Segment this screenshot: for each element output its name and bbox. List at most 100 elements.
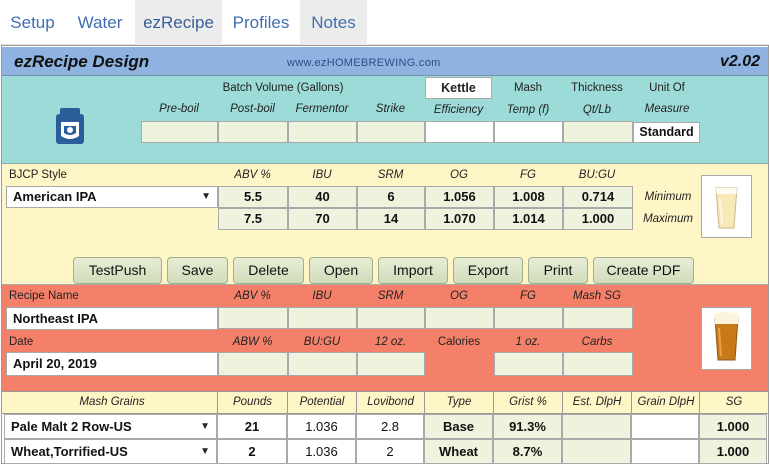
recipe-bugu-value bbox=[288, 352, 357, 376]
grains-col-type: Type bbox=[446, 396, 472, 408]
grain-2-pounds[interactable]: 2 bbox=[217, 439, 287, 464]
chevron-down-icon[interactable]: ▼ bbox=[200, 446, 210, 457]
bjcp-srm-label: SRM bbox=[377, 169, 404, 181]
date-label: Date bbox=[9, 336, 34, 348]
bjcp-min-og: 1.056 bbox=[425, 186, 494, 208]
recipe-abw-label: ABW % bbox=[232, 336, 273, 348]
preboil-input[interactable] bbox=[141, 121, 218, 143]
bjcp-style-select[interactable]: American IPA ▼ bbox=[6, 186, 218, 208]
grain-1-select[interactable]: Pale Malt 2 Row-US ▼ bbox=[4, 414, 217, 439]
efficiency-input[interactable] bbox=[425, 121, 494, 143]
strike-input[interactable] bbox=[357, 121, 425, 143]
recipe-abw-value bbox=[218, 352, 288, 376]
tab-notes[interactable]: Notes bbox=[300, 0, 367, 45]
bjcp-max-bugu: 1.000 bbox=[563, 208, 633, 230]
grain-1-lovibond: 2.8 bbox=[356, 414, 424, 439]
date-input[interactable]: April 20, 2019 bbox=[6, 352, 218, 376]
grain-2-lovibond: 2 bbox=[356, 439, 424, 464]
tab-ezrecipe[interactable]: ezRecipe bbox=[135, 0, 222, 45]
open-button[interactable]: Open bbox=[309, 257, 373, 284]
strike-label: Strike bbox=[375, 103, 406, 115]
bjcp-min-abv: 5.5 bbox=[218, 186, 288, 208]
fermentor-input[interactable] bbox=[288, 121, 357, 143]
grains-col-est-dlph: Est. DlpH bbox=[572, 396, 622, 408]
mash-temp-input[interactable] bbox=[494, 121, 563, 143]
bjcp-max-fg: 1.014 bbox=[494, 208, 563, 230]
efficiency-label: Efficiency bbox=[433, 104, 484, 116]
recipe-name-label: Recipe Name bbox=[9, 290, 79, 302]
grain-2-grain-dlph[interactable] bbox=[631, 439, 699, 464]
recipe-12oz-label: 12 oz. bbox=[374, 336, 407, 348]
unit-of-label: Unit Of bbox=[649, 82, 685, 94]
export-button[interactable]: Export bbox=[453, 257, 523, 284]
grain-1-potential: 1.036 bbox=[287, 414, 356, 439]
temp-label: Temp (f) bbox=[506, 104, 550, 116]
chevron-down-icon[interactable]: ▼ bbox=[200, 421, 210, 432]
version-label: v2.02 bbox=[719, 53, 760, 70]
grain-2-grist: 8.7% bbox=[493, 439, 562, 464]
bjcp-min-fg: 1.008 bbox=[494, 186, 563, 208]
bjcp-style-label: BJCP Style bbox=[9, 169, 67, 181]
bjcp-max-og: 1.070 bbox=[425, 208, 494, 230]
grain-2-est-dlph bbox=[562, 439, 631, 464]
recipe-name-input[interactable]: Northeast IPA bbox=[6, 307, 218, 330]
recipe-carbs-label: Carbs bbox=[581, 336, 613, 348]
grain-1-name: Pale Malt 2 Row-US bbox=[11, 419, 132, 434]
delete-button[interactable]: Delete bbox=[233, 257, 304, 284]
bjcp-bugu-label: BU:GU bbox=[578, 169, 616, 181]
recipe-fg-value bbox=[494, 307, 563, 329]
bjcp-ibu-label: IBU bbox=[312, 169, 332, 181]
recipe-bugu-label: BU:GU bbox=[303, 336, 341, 348]
postboil-input[interactable] bbox=[218, 121, 288, 143]
bjcp-max-ibu: 70 bbox=[288, 208, 357, 230]
tabstrip-divider bbox=[0, 44, 769, 45]
bjcp-min-ibu: 40 bbox=[288, 186, 357, 208]
grains-col-pounds: Pounds bbox=[232, 396, 272, 408]
grains-col-lovibond: Lovibond bbox=[367, 396, 414, 408]
recipe-1oz-value bbox=[494, 352, 563, 376]
postboil-label: Post-boil bbox=[230, 103, 275, 115]
bjcp-og-label: OG bbox=[450, 169, 468, 181]
recipe-mash-sg-label: Mash SG bbox=[573, 290, 621, 302]
recipe-ibu-value bbox=[288, 307, 357, 329]
tab-water[interactable]: Water bbox=[77, 13, 123, 32]
ezhomebrewing-logo-icon bbox=[56, 108, 84, 144]
chevron-down-icon[interactable]: ▼ bbox=[201, 191, 211, 202]
import-button[interactable]: Import bbox=[378, 257, 448, 284]
save-button[interactable]: Save bbox=[167, 257, 228, 284]
qtlb-label: Qt/Lb bbox=[582, 104, 612, 116]
grain-2-select[interactable]: Wheat,Torrified-US ▼ bbox=[4, 439, 217, 464]
testpush-button[interactable]: TestPush bbox=[73, 257, 162, 284]
recipe-1oz-label: 1 oz. bbox=[515, 336, 541, 348]
grain-2-type: Wheat bbox=[424, 439, 493, 464]
website-link[interactable]: www.ezHOMEBREWING.com bbox=[287, 57, 441, 69]
bjcp-abv-label: ABV % bbox=[234, 169, 271, 181]
recipe-calories-label: Calories bbox=[437, 336, 481, 348]
grain-1-est-dlph bbox=[562, 414, 631, 439]
recipe-mash-sg-value bbox=[563, 307, 633, 329]
grain-2-sg: 1.000 bbox=[699, 439, 767, 464]
recipe-abv-value bbox=[218, 307, 288, 329]
amber-beer-glass-icon bbox=[714, 312, 739, 361]
mash-label: Mash bbox=[513, 82, 543, 94]
recipe-og-label: OG bbox=[450, 290, 468, 302]
tab-profiles[interactable]: Profiles bbox=[232, 13, 290, 32]
print-button[interactable]: Print bbox=[528, 257, 588, 284]
kettle-label: Kettle bbox=[441, 81, 476, 95]
grain-2-potential: 1.036 bbox=[287, 439, 356, 464]
grain-1-pounds[interactable]: 21 bbox=[217, 414, 287, 439]
bjcp-max-abv: 7.5 bbox=[218, 208, 288, 230]
unit-of-measure-select[interactable]: Standard bbox=[633, 122, 700, 143]
create-pdf-button[interactable]: Create PDF bbox=[593, 257, 694, 284]
page-title: ezRecipe Design bbox=[14, 52, 150, 71]
batch-settings-band: Batch Volume (Gallons) Kettle Mash Thick… bbox=[2, 76, 768, 164]
style-color-preview bbox=[701, 175, 752, 238]
recipe-ibu-label: IBU bbox=[312, 290, 332, 302]
grain-1-grain-dlph[interactable] bbox=[631, 414, 699, 439]
tab-setup[interactable]: Setup bbox=[10, 13, 55, 32]
maximum-label: Maximum bbox=[643, 213, 693, 225]
thickness-input[interactable] bbox=[563, 121, 633, 143]
measure-label: Measure bbox=[644, 103, 690, 115]
grain-1-grist: 91.3% bbox=[493, 414, 562, 439]
preboil-label: Pre-boil bbox=[159, 103, 199, 115]
